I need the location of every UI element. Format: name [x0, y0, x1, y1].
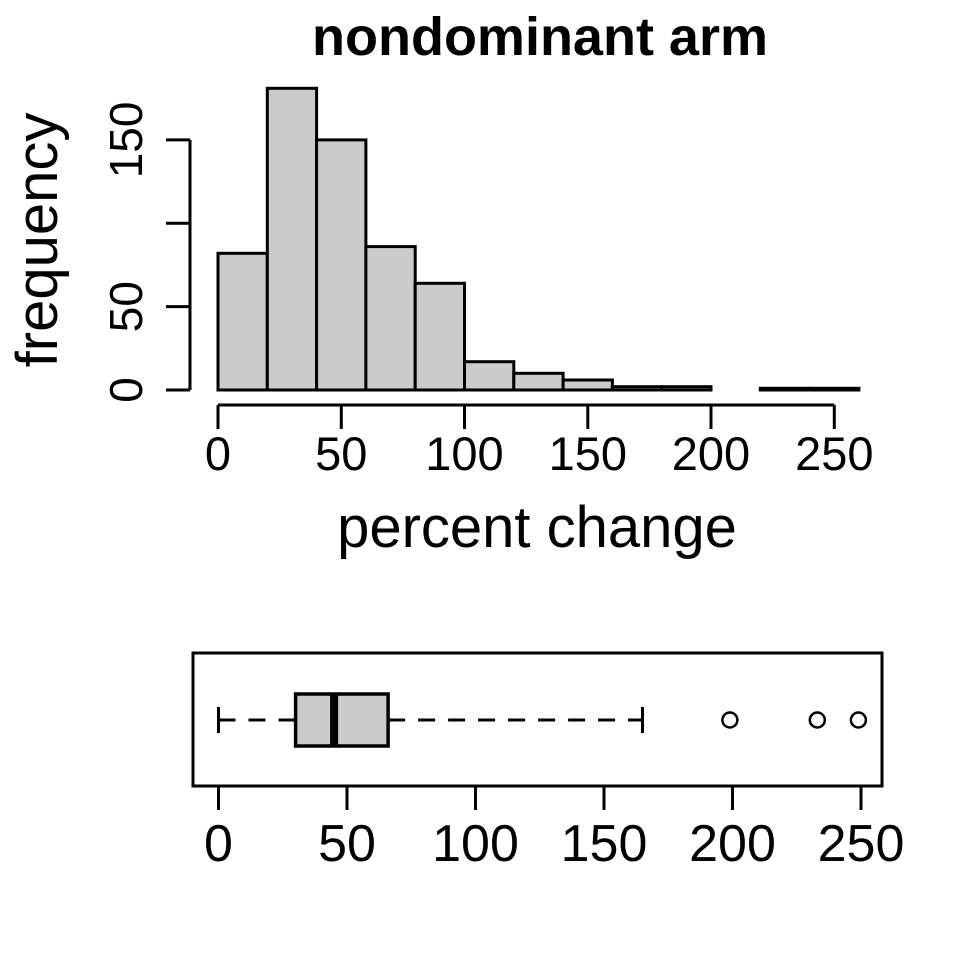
histogram-bar — [610, 385, 664, 392]
x-tick-label: 200 — [672, 427, 750, 480]
boxplot-whiskers — [217, 707, 644, 733]
histogram-x-axis: 0 50 100 150 200 250 — [205, 403, 874, 480]
histogram-x-axis-label: percent change — [337, 495, 737, 560]
histogram-bar — [808, 386, 861, 392]
histogram-bar — [364, 245, 417, 392]
histogram-bar — [758, 386, 812, 392]
histogram-bar — [265, 86, 319, 392]
x-tick-label: 250 — [818, 815, 905, 873]
histogram-bars — [216, 86, 861, 392]
histogram-bar — [315, 138, 368, 392]
histogram-title: nondominant arm — [312, 7, 768, 67]
histogram-bar — [512, 371, 565, 392]
x-tick-label: 150 — [561, 815, 648, 873]
x-tick-label: 50 — [315, 427, 367, 480]
x-tick-label: 0 — [204, 815, 233, 873]
x-tick-label: 250 — [795, 427, 873, 480]
histogram-bar — [463, 360, 516, 392]
x-tick-label: 100 — [432, 815, 519, 873]
iqr-box — [293, 692, 390, 748]
boxplot-outliers — [721, 711, 868, 729]
histogram-y-axis-label: frequency — [5, 112, 70, 368]
outlier-point — [808, 711, 827, 729]
outlier-point — [849, 711, 868, 729]
x-tick-label: 0 — [205, 427, 231, 480]
y-tick-label: 50 — [100, 281, 152, 332]
histogram-bar — [561, 378, 614, 392]
x-tick-label: 100 — [425, 427, 503, 480]
y-tick-label: 0 — [100, 377, 152, 403]
x-tick-label: 50 — [318, 815, 376, 873]
histogram-bar — [216, 251, 269, 392]
x-tick-label: 150 — [549, 427, 627, 480]
boxplot-x-axis: 0 50 100 150 200 250 — [204, 786, 904, 873]
x-tick-label: 200 — [689, 815, 776, 873]
y-tick-label: 150 — [100, 102, 152, 179]
histogram-bar — [660, 385, 713, 392]
outlier-point — [721, 711, 739, 729]
histogram-bar — [413, 281, 467, 392]
boxplot-box — [293, 692, 390, 748]
histogram-y-axis: 0 50 150 — [100, 102, 192, 403]
